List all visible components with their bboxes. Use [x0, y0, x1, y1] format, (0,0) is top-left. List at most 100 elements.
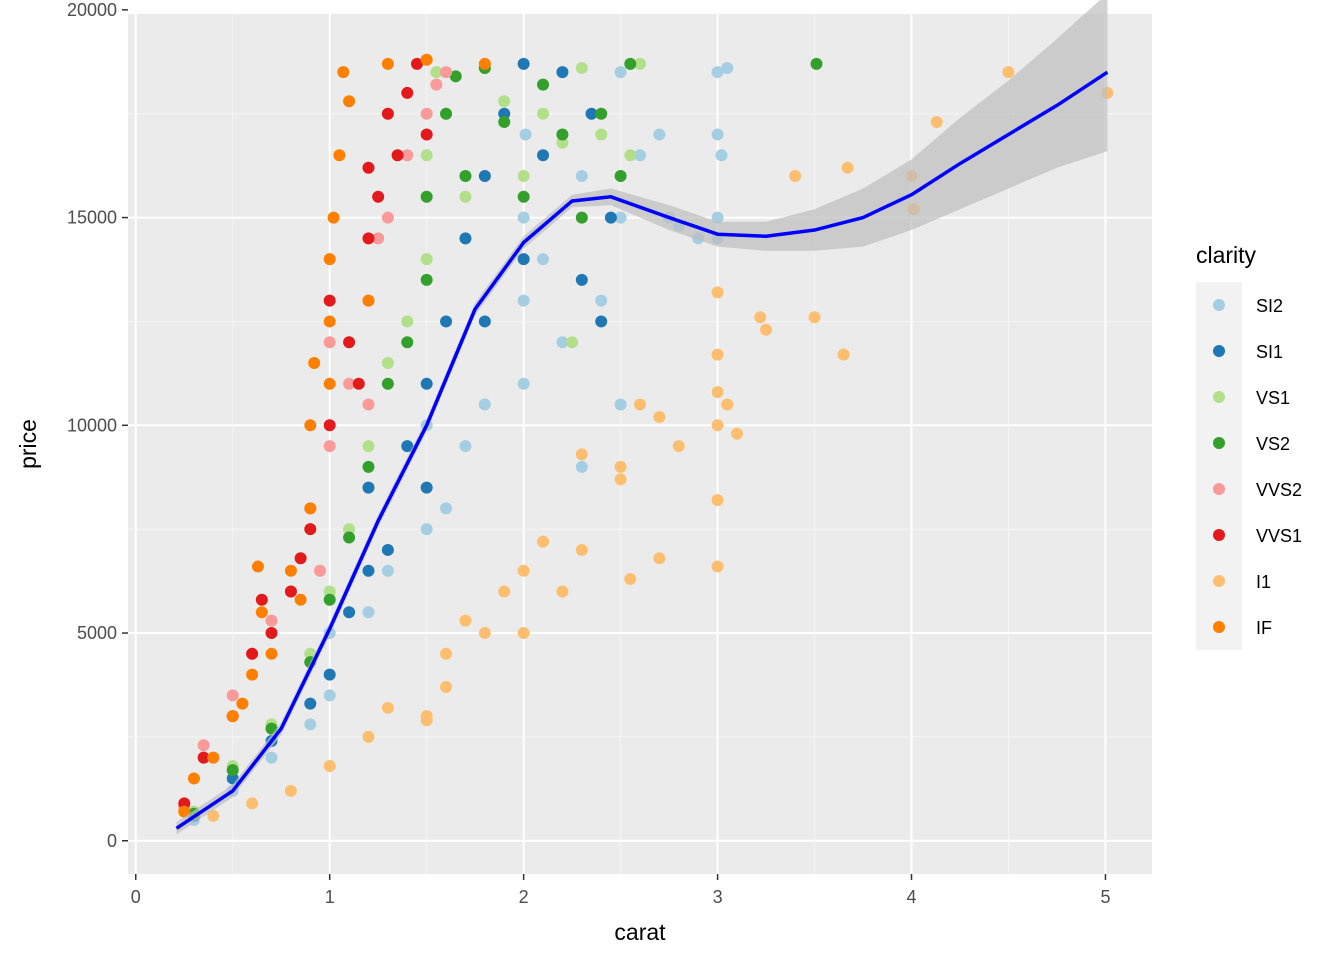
- data-point: [246, 647, 259, 660]
- data-point: [556, 585, 569, 598]
- data-point: [537, 149, 550, 162]
- data-point: [362, 232, 375, 245]
- data-point: [721, 62, 734, 75]
- legend-label-si2: SI2: [1256, 296, 1283, 316]
- data-point: [537, 78, 550, 91]
- smooth-layer: [175, 0, 1109, 835]
- legend-key-background: [1196, 282, 1242, 650]
- data-point: [343, 523, 356, 536]
- data-point: [294, 593, 307, 606]
- data-point: [715, 149, 728, 162]
- series-vvs1: [178, 57, 433, 810]
- data-point: [614, 170, 627, 183]
- data-point: [352, 377, 365, 390]
- data-point: [517, 211, 530, 224]
- data-point: [323, 377, 336, 390]
- data-point: [459, 170, 472, 183]
- data-point: [265, 627, 278, 640]
- data-point: [459, 614, 472, 627]
- legend-label-si1: SI1: [1256, 342, 1283, 362]
- legend-label-if: IF: [1256, 618, 1272, 638]
- data-point: [381, 564, 394, 577]
- data-point: [537, 107, 550, 120]
- data-point: [440, 502, 453, 515]
- data-point: [308, 356, 321, 369]
- data-point: [362, 161, 375, 174]
- data-point: [294, 552, 307, 565]
- data-point: [372, 232, 385, 245]
- y-tick-label: 20000: [67, 0, 117, 20]
- data-point: [653, 128, 666, 141]
- data-point: [178, 805, 191, 818]
- data-point: [401, 336, 414, 349]
- series-vs2: [187, 57, 823, 820]
- data-point: [711, 348, 724, 361]
- data-point: [810, 57, 823, 70]
- data-point: [420, 377, 433, 390]
- data-point: [284, 784, 297, 797]
- legend-label-i1: I1: [1256, 572, 1271, 592]
- data-point: [517, 377, 530, 390]
- data-point: [595, 107, 608, 120]
- data-point: [614, 211, 627, 224]
- data-point: [381, 57, 394, 70]
- legend-key-vvs1: [1213, 529, 1225, 541]
- data-point: [362, 606, 375, 619]
- data-point: [519, 128, 532, 141]
- data-point: [653, 410, 666, 423]
- data-point: [517, 564, 530, 577]
- data-point: [323, 689, 336, 702]
- data-point: [459, 232, 472, 245]
- data-point: [604, 211, 617, 224]
- data-point: [362, 730, 375, 743]
- data-point: [1002, 66, 1015, 79]
- data-point: [420, 523, 433, 536]
- data-point: [575, 170, 588, 183]
- data-point: [343, 531, 356, 544]
- legend-title: clarity: [1196, 242, 1257, 268]
- data-point: [420, 253, 433, 266]
- data-point: [401, 440, 414, 453]
- data-point: [556, 128, 569, 141]
- data-point: [672, 440, 685, 453]
- data-point: [333, 149, 346, 162]
- data-point: [711, 386, 724, 399]
- data-point: [284, 564, 297, 577]
- data-point: [478, 170, 491, 183]
- y-tick-label: 15000: [67, 208, 117, 228]
- y-tick-label: 10000: [67, 415, 117, 435]
- data-point: [575, 62, 588, 75]
- data-point: [624, 149, 637, 162]
- data-point: [401, 315, 414, 328]
- data-point: [841, 161, 854, 174]
- data-point: [420, 481, 433, 494]
- data-point: [372, 190, 385, 203]
- legend-key-i1: [1213, 575, 1225, 587]
- data-point: [420, 273, 433, 286]
- data-point: [420, 53, 433, 66]
- data-point: [730, 427, 743, 440]
- data-point: [449, 70, 462, 83]
- data-point: [381, 701, 394, 714]
- data-point: [595, 315, 608, 328]
- data-point: [614, 473, 627, 486]
- data-point: [575, 211, 588, 224]
- data-point: [575, 460, 588, 473]
- data-point: [381, 211, 394, 224]
- data-point: [343, 377, 356, 390]
- data-point: [808, 311, 821, 324]
- data-point: [517, 190, 530, 203]
- data-point: [226, 764, 239, 777]
- data-point: [323, 585, 336, 598]
- data-point: [537, 535, 550, 548]
- data-point: [304, 523, 317, 536]
- data-point: [381, 356, 394, 369]
- x-tick-label: 5: [1100, 887, 1110, 907]
- data-point: [711, 211, 724, 224]
- data-point: [459, 190, 472, 203]
- smooth-line: [175, 70, 1109, 830]
- data-point: [517, 57, 530, 70]
- legend: clarity SI2 SI1 VS1 VS2 VVS2 VVS1 I1 IF: [1196, 242, 1302, 650]
- data-point: [343, 606, 356, 619]
- data-point: [837, 348, 850, 361]
